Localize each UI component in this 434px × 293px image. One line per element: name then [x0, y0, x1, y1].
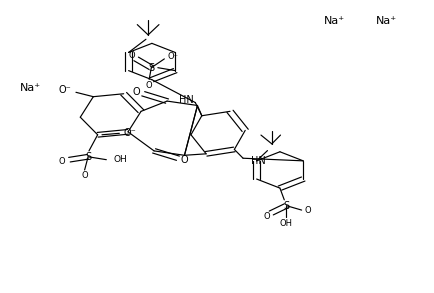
Text: O: O [59, 157, 66, 166]
Text: S: S [85, 152, 91, 162]
Text: O⁻: O⁻ [124, 128, 137, 138]
Text: O⁻: O⁻ [168, 52, 178, 61]
Text: O: O [81, 171, 88, 180]
Text: Na⁺: Na⁺ [20, 83, 41, 93]
Text: Na⁺: Na⁺ [376, 16, 397, 25]
Text: O: O [146, 81, 152, 90]
Text: OH: OH [280, 219, 293, 228]
Text: S: S [148, 63, 155, 73]
Text: HN: HN [179, 95, 194, 105]
Text: HN: HN [251, 156, 266, 166]
Text: O: O [263, 212, 270, 221]
Text: O: O [305, 206, 312, 214]
Text: O: O [133, 87, 141, 97]
Text: Na⁺: Na⁺ [324, 16, 345, 25]
Text: OH: OH [114, 155, 128, 164]
Text: S: S [283, 201, 289, 211]
Text: O: O [128, 52, 135, 60]
Text: O⁻: O⁻ [59, 85, 72, 95]
Text: O: O [181, 155, 188, 165]
